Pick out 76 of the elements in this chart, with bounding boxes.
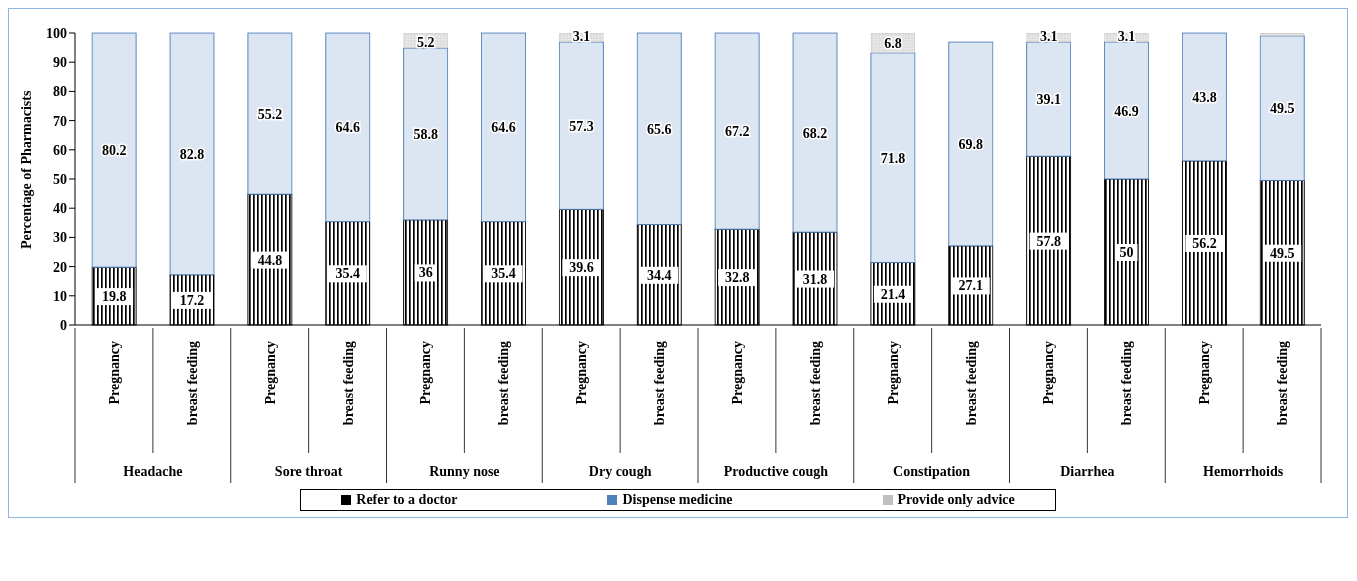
x-tick-label: breast feeding — [652, 341, 668, 426]
text: Runny nose — [429, 464, 500, 479]
data-label: 3.1 — [572, 29, 591, 45]
data-label: 35.4 — [491, 266, 516, 282]
text: Headache — [123, 464, 183, 479]
x-tick-label: breast feeding — [963, 341, 979, 426]
data-label: 6.8 — [884, 35, 902, 51]
x-tick-label: Pregnancy — [729, 341, 745, 405]
text: Hemorrhoids — [1203, 464, 1284, 479]
x-tick-label: Pregnancy — [418, 341, 434, 405]
x-tick-label: breast feeding — [340, 341, 356, 426]
data-label: 36 — [418, 265, 433, 281]
data-label: 35.4 — [335, 266, 361, 282]
data-label: 82.8 — [179, 146, 205, 162]
x-tick-label: Pregnancy — [106, 341, 122, 405]
data-label: 39.1 — [1036, 92, 1061, 108]
data-label: 49.5 — [1270, 245, 1295, 261]
data-label: 5.2 — [416, 35, 435, 51]
y-tick-label: 40 — [53, 201, 67, 217]
data-label: 32.8 — [724, 270, 750, 286]
y-tick-label: 50 — [53, 171, 67, 187]
data-label: 46.9 — [1114, 103, 1139, 119]
data-label: 56.2 — [1192, 235, 1217, 251]
data-label: 64.6 — [335, 120, 361, 136]
x-tick-label: breast feeding — [184, 341, 200, 426]
data-label: 69.8 — [958, 136, 984, 152]
data-label: 3.1 — [1039, 29, 1058, 45]
data-label: 65.6 — [647, 121, 672, 137]
data-label: 21.4 — [880, 286, 906, 302]
text: Diarrhea — [1060, 464, 1115, 479]
data-label: 58.8 — [413, 127, 438, 143]
data-label: 19.8 — [101, 289, 127, 305]
y-tick-label: 100 — [46, 25, 67, 41]
x-tick-label: Pregnancy — [1041, 341, 1057, 405]
x-tick-label: breast feeding — [1275, 341, 1291, 426]
data-label: 43.8 — [1192, 89, 1217, 105]
data-label: 34.4 — [647, 267, 672, 283]
data-label: 57.8 — [1036, 233, 1061, 249]
y-tick-label: 80 — [53, 84, 67, 100]
data-label: 55.2 — [257, 106, 283, 122]
text: Dry cough — [588, 464, 652, 479]
x-tick-label: Pregnancy — [885, 341, 901, 405]
data-label: 68.2 — [802, 125, 828, 141]
y-tick-label: 10 — [53, 288, 67, 304]
y-axis-title: Percentage of Pharmacists — [18, 90, 34, 249]
data-label: 17.2 — [179, 292, 205, 308]
data-label: 64.6 — [491, 120, 516, 136]
y-tick-label: 20 — [53, 259, 67, 275]
data-label: 27.1 — [958, 278, 984, 294]
data-label: 71.8 — [880, 150, 906, 166]
legend-label: Provide only advice — [896, 492, 1015, 508]
y-tick-label: 90 — [53, 55, 67, 71]
data-label: 50 — [1119, 245, 1134, 260]
data-label: 49.5 — [1270, 101, 1295, 117]
x-tick-label: Pregnancy — [262, 341, 278, 405]
text: Productive cough — [723, 464, 829, 479]
legend-label: Dispense medicine — [621, 492, 733, 508]
data-label: 44.8 — [257, 252, 283, 268]
y-tick-label: 70 — [53, 113, 67, 129]
legend-label: Refer to a doctor — [355, 492, 458, 508]
x-tick-label: breast feeding — [807, 341, 823, 426]
data-label: 67.2 — [724, 124, 750, 140]
data-label: 80.2 — [101, 143, 127, 159]
x-tick-label: breast feeding — [496, 341, 512, 426]
y-tick-label: 0 — [60, 317, 67, 333]
data-label: 57.3 — [569, 118, 594, 134]
y-tick-label: 60 — [53, 142, 67, 158]
y-tick-label: 30 — [53, 230, 67, 246]
text: Constipation — [893, 464, 971, 479]
x-tick-label: Pregnancy — [574, 341, 590, 405]
data-label: 39.6 — [569, 260, 594, 276]
text: Sore throat — [274, 464, 343, 479]
data-label: 3.1 — [1117, 29, 1136, 45]
x-tick-label: Pregnancy — [1197, 341, 1213, 405]
x-tick-label: breast feeding — [1119, 341, 1135, 426]
data-label: 31.8 — [802, 271, 828, 287]
